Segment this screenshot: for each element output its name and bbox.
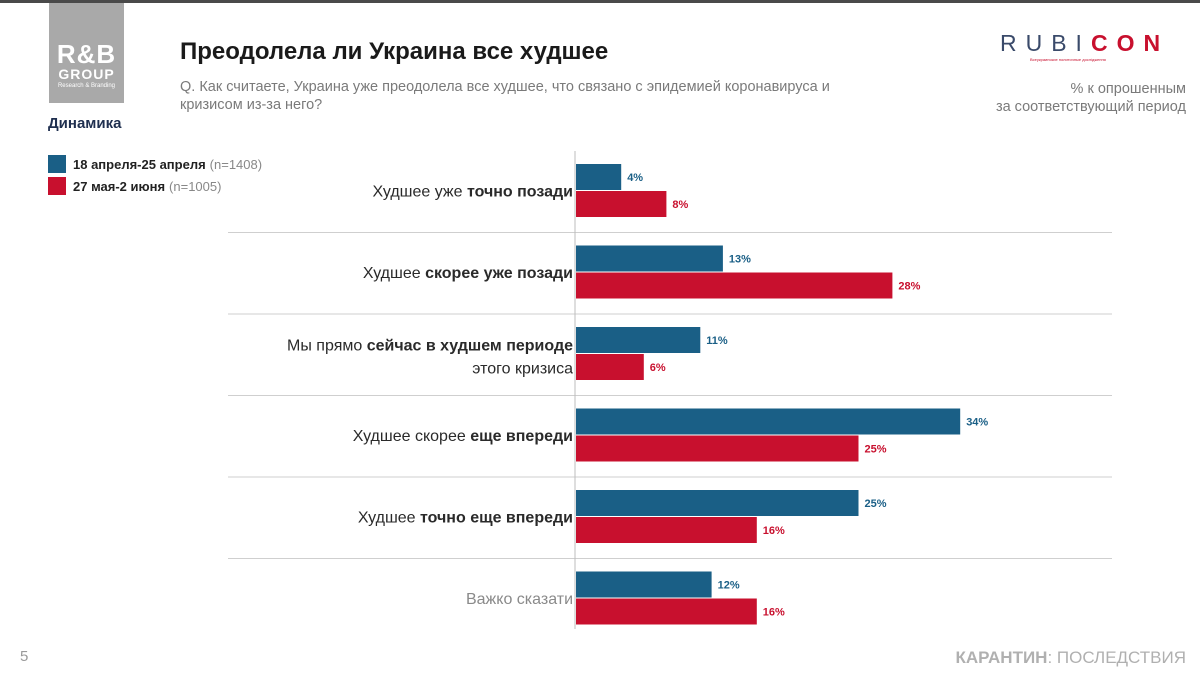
legend-item-period-1: 18 апреля-25 апреля (n=1408)	[48, 153, 262, 175]
legend-n-period-1: (n=1408)	[209, 156, 263, 172]
category-label: Худшее точно еще впереди	[358, 510, 573, 527]
unit-line-2: за соответствующий период	[995, 99, 1186, 115]
question-line-1: Q. Как считаете, Украина уже преодолела …	[180, 79, 830, 95]
data-label-period-1: 11%	[706, 335, 728, 347]
data-label-period-2: 25%	[865, 444, 887, 456]
rb-logo-group: GROUP	[58, 66, 115, 82]
bar-period-1	[576, 245, 723, 272]
bar-period-2	[576, 272, 893, 299]
unit-line-1: % к опрошенным	[1070, 81, 1186, 97]
category-label: Худшее уже точно позади	[373, 184, 573, 201]
legend-label-period-1: 18 апреля-25 апреля	[73, 156, 206, 172]
legend-n-period-2: (n=1005)	[169, 178, 222, 194]
legend-item-period-2: 27 мая-2 июня (n=1005)	[48, 175, 262, 197]
category-label-part: Худшее уже	[373, 184, 467, 201]
legend-label-period-2: 27 мая-2 июня	[73, 178, 166, 194]
top-border-line	[0, 0, 1200, 3]
section-label: Динамика	[48, 115, 122, 132]
bar-period-1	[576, 490, 859, 516]
data-label-period-1: 12%	[718, 580, 740, 592]
category-label-part: точно позади	[467, 184, 573, 201]
category-label: Важко сказати	[466, 591, 573, 608]
data-label-period-2: 28%	[898, 281, 920, 293]
bar-period-1	[576, 327, 701, 353]
bar-period-2	[576, 435, 859, 462]
bar-period-2	[576, 598, 757, 625]
data-label-period-1: 25%	[865, 498, 887, 510]
bar-period-1	[576, 164, 622, 190]
category-label: Худшее скорее уже позади	[363, 265, 573, 282]
category-label: Худшее скорее еще впереди	[353, 428, 573, 445]
category-label-part: Важко сказати	[466, 591, 573, 608]
rb-logo-mark: R&B	[56, 39, 117, 69]
unit-note: % к опрошенным за соответствующий период	[996, 80, 1186, 116]
category-label: Мы прямо сейчас в худшем периоде	[287, 338, 573, 355]
category-label-part: Худшее	[358, 510, 420, 527]
rubicon-logo-highlight: CON	[1090, 30, 1170, 56]
legend-swatch-period-2	[48, 177, 66, 195]
data-label-period-1: 4%	[627, 172, 643, 184]
bar-period-2	[576, 191, 667, 217]
question-line-2: кризисом из-за него?	[180, 97, 323, 113]
bar-period-2	[576, 354, 644, 380]
rubicon-logo-pre: RUBI	[1000, 30, 1091, 56]
footer-section-title: КАРАНТИН: ПОСЛЕДСТВИЯ	[956, 648, 1186, 668]
category-label-part: точно еще впереди	[420, 510, 573, 527]
rb-logo-tagline: Research & Branding	[57, 83, 116, 89]
category-label-part: Мы прямо	[287, 338, 367, 355]
data-label-period-2: 16%	[763, 525, 785, 537]
footer-bold: КАРАНТИН	[955, 648, 1048, 667]
bar-period-1	[576, 408, 961, 435]
page-title: Преодолела ли Украина все худшее	[180, 38, 609, 65]
category-label-part: Худшее	[363, 265, 425, 282]
category-label-part: Худшее скорее	[353, 428, 470, 445]
bar-period-1	[576, 571, 712, 598]
survey-question: Q. Как считаете, Украина уже преодолела …	[180, 78, 870, 114]
bar-period-2	[576, 517, 757, 543]
data-label-period-2: 16%	[763, 607, 785, 619]
data-label-period-1: 13%	[729, 254, 751, 266]
data-label-period-1: 34%	[966, 417, 988, 429]
category-label-part: скорее уже позади	[425, 265, 573, 282]
rb-group-logo: R&B GROUP Research & Branding	[49, 3, 124, 103]
footer-rest: : ПОСЛЕДСТВИЯ	[1047, 648, 1186, 667]
data-label-period-2: 6%	[650, 362, 666, 374]
category-label-part: еще впереди	[470, 428, 573, 445]
chart-legend: 18 апреля-25 апреля (n=1408) 27 мая-2 ию…	[48, 153, 262, 197]
category-label-line-2: этого кризиса	[472, 361, 573, 378]
rubicon-logo: RUBICON	[1000, 30, 1169, 57]
category-label-part: сейчас в худшем периоде	[367, 338, 573, 355]
legend-swatch-period-1	[48, 155, 66, 173]
rubicon-logo-tagline: Всеукраинские политичные дослідження	[1030, 57, 1106, 62]
page-number: 5	[20, 648, 29, 665]
data-label-period-2: 8%	[672, 199, 688, 211]
